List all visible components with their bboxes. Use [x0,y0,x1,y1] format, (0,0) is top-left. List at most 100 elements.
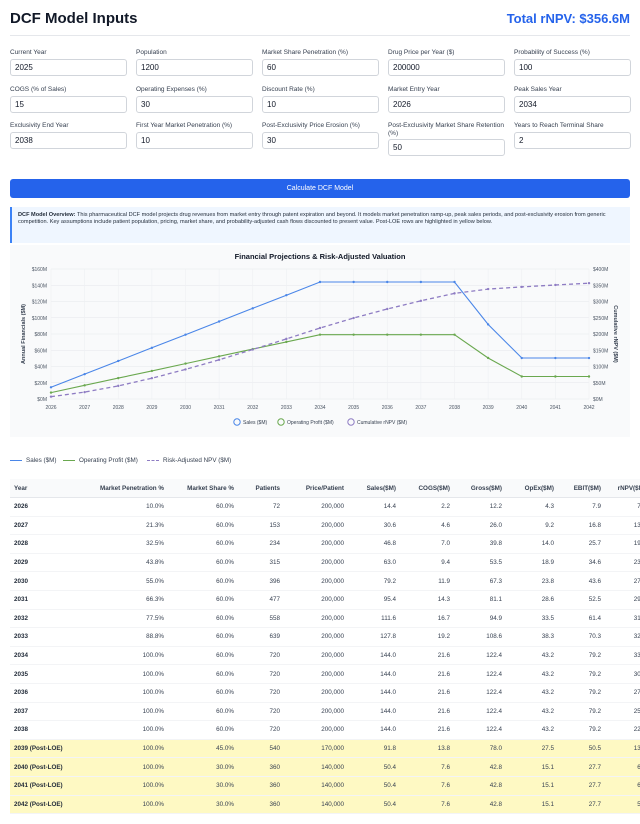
first-year-penetration-input[interactable] [136,132,253,149]
table-cell: 720 [238,720,284,740]
data-point [486,323,490,326]
table-cell: 100.0% [80,757,168,777]
data-point [554,283,557,287]
table-cell: 720 [238,702,284,722]
table-cell: 2041 (Post-LOE) [10,776,80,796]
table-row: 2028 32.5% 60.0% 234 200,000 46.8 7.0 39.8 14.0 2… [10,534,640,554]
drug-price-input[interactable] [388,59,505,76]
table-cell: 60.0% [168,534,238,554]
x-tick-label: 2042 [583,405,594,411]
column-header: Market Share % [168,479,238,498]
table-cell: 122.4 [454,646,506,666]
data-point [587,356,591,360]
discount-rate-input[interactable] [262,96,379,113]
table-row: 2041 (Post-LOE) 100.0% 30.0% 360 140,000 50.4… [10,776,640,796]
data-point [217,358,221,361]
table-cell: 43.8% [80,553,168,573]
y-tick-label: $0M [37,397,47,403]
data-point [352,316,355,320]
data-point [49,391,53,394]
chart-svg: Financial Projections & Risk-Adjusted Va… [21,252,618,426]
table-cell: 2039 (Post-LOE) [10,739,80,759]
peak-sales-year-input[interactable] [514,96,631,113]
x-tick-label: 2026 [45,405,56,411]
y2-tick-label: $300M [593,300,608,306]
table-cell: 60.0% [168,702,238,722]
table-cell: 78.0 [454,739,506,759]
population-input[interactable] [136,59,253,76]
table-cell: 42.8 [454,795,506,815]
years-terminal-input[interactable] [514,132,631,149]
table-cell: 720 [238,683,284,703]
field-cogs: COGS (% of Sales) [10,86,127,113]
data-point [318,280,322,284]
legend-swatch [10,459,22,461]
table-row: 2037 100.0% 60.0% 720 200,000 144.0 21.6 122.4 4… [10,702,640,722]
table-cell: 2030 [10,571,80,591]
y-tick-label: $160M [32,267,47,273]
table-cell: 16.8 [558,516,605,536]
field-label: Current Year [10,49,47,56]
table-cell: 16.7 [400,609,454,629]
x-tick-label: 2030 [180,405,191,411]
table-cell: 70.3 [558,627,605,647]
y2-axis-label: Cumulative rNPV ($M) [612,305,618,363]
table-cell: 360 [238,795,284,815]
share-retention-input[interactable] [388,139,505,156]
legend-item-sales: Sales ($M) [10,457,56,464]
data-point [386,333,389,336]
table-cell: 11.9 [400,571,454,591]
field-discount-rate: Discount Rate (%) [262,86,379,113]
opex-input[interactable] [136,96,253,113]
probability-success-input[interactable] [514,59,631,76]
field-label: Discount Rate (%) [262,86,315,93]
calculate-button[interactable]: Calculate DCF Model [10,179,630,198]
table-row: 2031 66.3% 60.0% 477 200,000 95.4 14.3 81.1 28.6… [10,590,640,610]
table-cell: 7.0 [400,534,454,554]
market-share-input[interactable] [262,59,379,76]
market-entry-year-input[interactable] [388,96,505,113]
y-tick-label: $20M [34,381,47,387]
table-cell: 200,000 [284,553,348,573]
table-cell: 2038 [10,720,80,740]
data-point [83,384,86,387]
table-cell: 2033 [10,627,80,647]
table-cell: 2.2 [400,497,454,517]
table-header-row: Year Market Penetration % Market Share % Pa… [10,479,640,498]
table-row: 2033 88.8% 60.0% 639 200,000 127.8 19.2 108.6 38… [10,627,640,647]
data-point [386,307,389,311]
exclusivity-end-input[interactable] [10,132,127,149]
table-cell: 43.2 [506,664,558,684]
x-tick-label: 2037 [415,405,426,411]
table-cell: 153 [238,516,284,536]
field-label: COGS (% of Sales) [10,86,67,93]
data-point [83,390,86,394]
current-year-input[interactable] [10,59,127,76]
data-point [49,395,53,398]
data-point [285,293,288,297]
y2-tick-label: $400M [593,267,608,273]
price-erosion-input[interactable] [262,132,379,149]
table-cell: 200,000 [284,664,348,684]
table-cell: 27.7 [558,795,605,815]
data-point [318,326,322,330]
cogs-input[interactable] [10,96,127,113]
table-cell: 33.6 [605,646,640,666]
table-cell: 2035 [10,664,80,684]
table-cell: 28.6 [506,590,558,610]
table-cell: 100.0% [80,776,168,796]
table-cell: 31.5 [605,609,640,629]
table-cell: 4.3 [506,497,558,517]
legend-label: Operating Profit ($M) [79,457,138,464]
table-cell: 30.0% [168,795,238,815]
table-cell: 50.5 [558,739,605,759]
table-cell: 122.4 [454,683,506,703]
table-cell: 43.2 [506,720,558,740]
table-cell: 43.2 [506,702,558,722]
table-cell: 200,000 [284,497,348,517]
table-cell: 79.2 [558,702,605,722]
table-cell: 2028 [10,534,80,554]
series-line [50,282,590,398]
column-header: Market Penetration % [80,479,168,498]
table-cell: 200,000 [284,609,348,629]
